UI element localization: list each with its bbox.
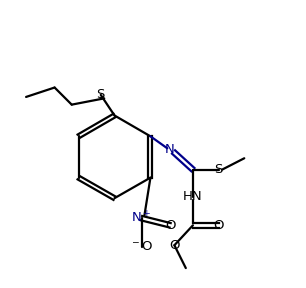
Text: S: S [97, 88, 105, 101]
Text: HN: HN [183, 190, 203, 203]
Text: O: O [169, 239, 180, 252]
Text: N$^+$: N$^+$ [131, 211, 152, 226]
Text: N: N [165, 143, 175, 156]
Text: $^-$O: $^-$O [130, 240, 153, 253]
Text: O: O [165, 219, 175, 232]
Text: S: S [215, 163, 223, 176]
Text: O: O [213, 219, 224, 232]
